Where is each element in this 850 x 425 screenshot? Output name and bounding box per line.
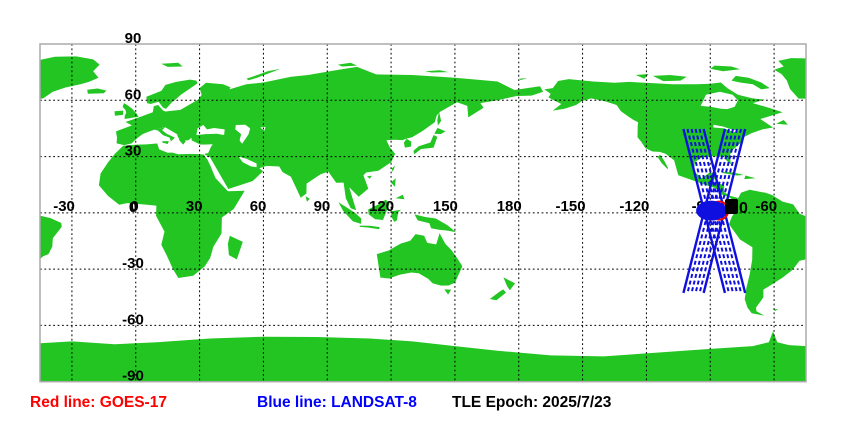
lon-label: -60 (755, 198, 777, 215)
landmass-sakhalin (437, 111, 442, 126)
landmass-hokkaido (434, 127, 446, 135)
landmass-sri_lanka (305, 196, 310, 202)
lat-label: -60 (122, 311, 144, 328)
landmass-baffin (731, 75, 770, 90)
landsat8-position-marker (696, 200, 727, 221)
landmass-luzon (390, 178, 396, 187)
legend-red-line-goes17: Red line: GOES-17 (30, 394, 167, 411)
legend-blue-line-landsat8: Blue line: LANDSAT-8 (257, 394, 417, 411)
landmass-australia (376, 233, 463, 286)
sea-caspian (235, 124, 251, 144)
landmass-java (359, 225, 380, 230)
overlay-digit: 0 (739, 200, 748, 217)
landmass-mindanao (395, 194, 405, 200)
sea-persian_gulf (238, 156, 257, 168)
landmass-novaya_zemlya (246, 68, 281, 81)
landmass-tasmania (444, 289, 452, 295)
landmass-hainan (367, 175, 372, 179)
landmass-iceland (87, 88, 107, 94)
landmass-honshu (413, 135, 438, 155)
landmass-svalbard (161, 62, 183, 67)
landmass-w_greenland (774, 58, 806, 99)
landmass-north_america (544, 79, 806, 316)
lon-label: 180 (497, 198, 522, 215)
legend: Red line: GOES-17 Blue line: LANDSAT-8 T… (0, 394, 850, 418)
lon-label: 30 (186, 198, 203, 215)
landmass-sumatra (338, 202, 362, 224)
lon-label: 150 (433, 198, 458, 215)
dark-square-marker (725, 199, 738, 214)
lon-label: 90 (314, 198, 331, 215)
landmass-sicily-over (162, 141, 169, 144)
landmass-victoria (652, 75, 687, 82)
landmass-taiwan (391, 165, 396, 172)
landmass-greece-over (178, 137, 186, 145)
lon-label: 60 (250, 198, 267, 215)
landmass-eurasia (116, 66, 544, 211)
landmass-newfoundland (776, 120, 788, 125)
lat-label: 0 (129, 199, 137, 216)
lat-label: -90 (122, 368, 144, 385)
landmass-new_guinea (414, 214, 456, 233)
landmass-new_siberian (425, 70, 449, 73)
lon-label: -150 (556, 198, 586, 215)
lat-label: -30 (122, 255, 144, 272)
landmass-ellesmere (710, 65, 740, 72)
lat-label: 60 (125, 86, 142, 103)
sea-aral (260, 126, 266, 131)
landmass-scandinavia (146, 79, 198, 109)
landmass-nz_north (503, 277, 516, 291)
landmass-antarctica (40, 331, 806, 382)
lon-label: -30 (53, 198, 75, 215)
landmass-hispaniola (744, 175, 756, 180)
lat-label: 90 (125, 30, 142, 47)
landmass-wrangel (518, 78, 528, 80)
landmass-cuba (721, 171, 744, 176)
map-border (39, 43, 807, 383)
lon-label: 0 (130, 198, 138, 215)
landmass-banks (635, 74, 649, 79)
landmass-e_greenland (40, 56, 100, 99)
landmass-brazil_east (40, 215, 62, 259)
lon-label: 120 (369, 198, 394, 215)
landmass-italy-over (154, 127, 175, 142)
legend-tle-epoch: TLE Epoch: 2025/7/23 (452, 394, 612, 411)
lon-label: -120 (619, 198, 649, 215)
sea-red_sea (208, 157, 228, 189)
landmass-madagascar (227, 235, 243, 260)
landmass-borneo (368, 199, 390, 220)
lat-label: 30 (125, 143, 142, 160)
landmass-ireland (114, 110, 124, 116)
landmass-uk (122, 103, 139, 119)
landmass-baja (657, 154, 668, 170)
landmass-severnaya (337, 62, 357, 67)
landmass-nz_south (489, 289, 506, 301)
sea-black_sea (196, 125, 225, 135)
